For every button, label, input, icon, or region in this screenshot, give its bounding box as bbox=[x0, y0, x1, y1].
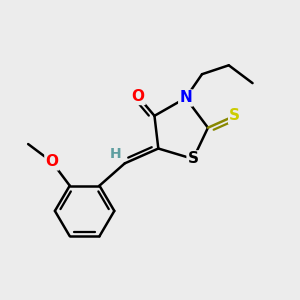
Text: O: O bbox=[45, 154, 58, 169]
Text: N: N bbox=[179, 91, 192, 106]
Text: O: O bbox=[132, 89, 145, 104]
Text: S: S bbox=[229, 108, 240, 123]
Text: S: S bbox=[188, 152, 199, 166]
Text: H: H bbox=[110, 148, 122, 161]
